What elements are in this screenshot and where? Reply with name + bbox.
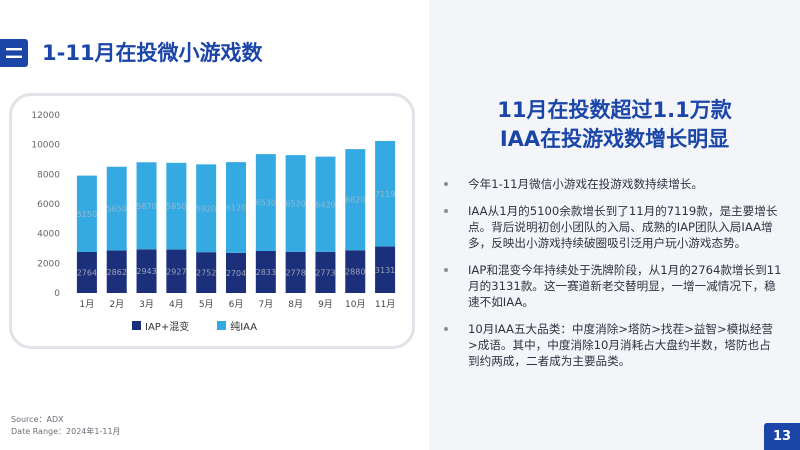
bullet-text: 今年1-11月微信小游戏在投游戏数持续增长。 (468, 177, 704, 191)
bar-iap (196, 252, 217, 293)
y-tick-label: 4000 (37, 230, 60, 240)
bar-label-iaa: 5870 (136, 202, 156, 211)
x-tick-label: 1月 (80, 299, 95, 310)
y-tick-label: 10000 (31, 141, 60, 151)
bar-label-iaa: 6530 (256, 199, 276, 208)
bullet-list: 今年1-11月微信小游戏在投游戏数持续增长。 IAA从1月的5100余款增长到了… (442, 176, 782, 380)
date-range-line: Date Range：2024年1-11月 (11, 427, 121, 436)
chart-card: 0 2000 4000 6000 8000 10000 12000 2764 5150 1月 286… (9, 93, 415, 349)
bar-iap (106, 250, 127, 293)
double-line-icon (6, 48, 22, 58)
bar-label-iaa: 6520 (285, 199, 305, 208)
bullet-dot-icon (444, 182, 448, 186)
bar-iaa (106, 166, 127, 251)
bar-iaa (375, 140, 396, 247)
bar-label-iaa: 5850 (166, 202, 186, 211)
x-tick-label: 6月 (229, 299, 244, 310)
bar-label-iap: 2778 (285, 268, 305, 277)
bullet-item: IAA从1月的5100余款增长到了11月的7119款，是主要增长点。背后说明初创… (442, 203, 782, 251)
bar-label-iap: 2752 (196, 269, 216, 278)
bar-label-iap: 2773 (315, 268, 335, 277)
bar-label-iaa: 7119 (375, 190, 395, 199)
bar-iap (255, 250, 276, 293)
right-panel (429, 0, 800, 450)
legend-swatch-iap (132, 321, 141, 330)
bar-label-iap: 2862 (107, 268, 127, 277)
bar-label-iaa: 6420 (315, 200, 335, 209)
x-tick-label: 11月 (375, 299, 395, 310)
bar-iap (285, 251, 306, 293)
legend-label-iaa: 纯IAA (230, 322, 258, 333)
bullet-text: 10月IAA五大品类：中度消除>塔防>找茬>益智>模拟经营>成语。其中，中度消除… (468, 322, 774, 368)
right-title-line-2: IAA在投游戏数增长明显 (499, 127, 730, 151)
stacked-bar-chart: 0 2000 4000 6000 8000 10000 12000 2764 5150 1月 286… (31, 111, 396, 310)
x-tick-label: 8月 (288, 299, 303, 310)
x-tick-label: 4月 (169, 299, 184, 310)
bullet-item: 今年1-11月微信小游戏在投游戏数持续增长。 (442, 176, 782, 192)
bar-label-iaa: 6820 (345, 196, 365, 205)
x-tick-label: 10月 (345, 299, 365, 310)
legend-item-iap: IAP+混变 (132, 318, 189, 333)
bar-iap (375, 246, 396, 293)
bar-label-iap: 2880 (345, 268, 365, 277)
bar-label-iaa: 5150 (77, 210, 97, 219)
bullet-dot-icon (444, 268, 448, 272)
page-number: 13 (764, 423, 800, 450)
bar-label-iap: 2764 (77, 269, 97, 278)
bar-iaa (285, 155, 306, 252)
bar-iap (345, 250, 366, 293)
x-tick-label: 5月 (199, 299, 214, 310)
bar-label-iap: 3131 (375, 266, 395, 275)
legend-label-iap: IAP+混变 (145, 322, 190, 333)
bullet-text: IAP和混变今年持续处于洗牌阶段，从1月的2764款增长到11月的3131款。这… (468, 263, 782, 309)
bar-iap (136, 249, 157, 293)
bullet-item: 10月IAA五大品类：中度消除>塔防>找茬>益智>模拟经营>成语。其中，中度消除… (442, 321, 782, 369)
legend-item-iaa: 纯IAA (217, 318, 257, 333)
source-line: Source：ADX (11, 415, 64, 424)
x-tick-label: 7月 (258, 299, 273, 310)
bullet-dot-icon (444, 209, 448, 213)
y-tick-label: 2000 (37, 259, 60, 269)
bar-iaa (345, 149, 366, 251)
chart-legend: IAP+混变 纯IAA (132, 318, 257, 333)
bar-iap (226, 252, 246, 293)
bar-label-iaa: 5650 (107, 205, 127, 214)
y-tick-label: 0 (54, 289, 60, 299)
x-tick-label: 9月 (318, 299, 333, 310)
bar-iaa (136, 162, 157, 250)
bullet-text: IAA从1月的5100余款增长到了11月的7119款，是主要增长点。背后说明初创… (468, 204, 778, 250)
bar-iap (166, 249, 187, 293)
bar-iaa (196, 164, 217, 253)
bar-iaa (76, 175, 97, 253)
bar-label-iap: 2943 (136, 267, 156, 276)
bar-iaa (255, 154, 276, 251)
y-tick-label: 8000 (37, 170, 60, 180)
bar-label-iaa: 6120 (226, 204, 246, 213)
bar-iaa (315, 156, 336, 252)
bar-label-iap: 2833 (256, 268, 276, 277)
y-tick-label: 12000 (31, 111, 60, 121)
right-title-line-1: 11月在投数超过1.1万款 (497, 98, 732, 122)
legend-swatch-iaa (217, 321, 227, 330)
bar-iap (315, 251, 336, 293)
bar-label-iap: 2927 (166, 267, 186, 276)
y-tick-label: 6000 (37, 200, 60, 210)
x-tick-label: 3月 (139, 299, 154, 310)
bar-iaa (166, 162, 187, 250)
source-note: Source：ADX Date Range：2024年1-11月 (11, 414, 121, 438)
bar-iap (76, 252, 97, 293)
bar-label-iap: 2704 (226, 269, 246, 278)
bar-iaa (226, 162, 246, 253)
bullet-dot-icon (444, 327, 448, 331)
right-title: 11月在投数超过1.1万款 IAA在投游戏数增长明显 (429, 96, 800, 154)
section-badge (0, 39, 28, 67)
section-title: 1-11月在投微小游戏数 (42, 41, 263, 65)
x-tick-label: 2月 (109, 299, 124, 310)
bullet-item: IAP和混变今年持续处于洗牌阶段，从1月的2764款增长到11月的3131款。这… (442, 262, 782, 310)
bar-label-iaa: 5920 (196, 204, 216, 213)
